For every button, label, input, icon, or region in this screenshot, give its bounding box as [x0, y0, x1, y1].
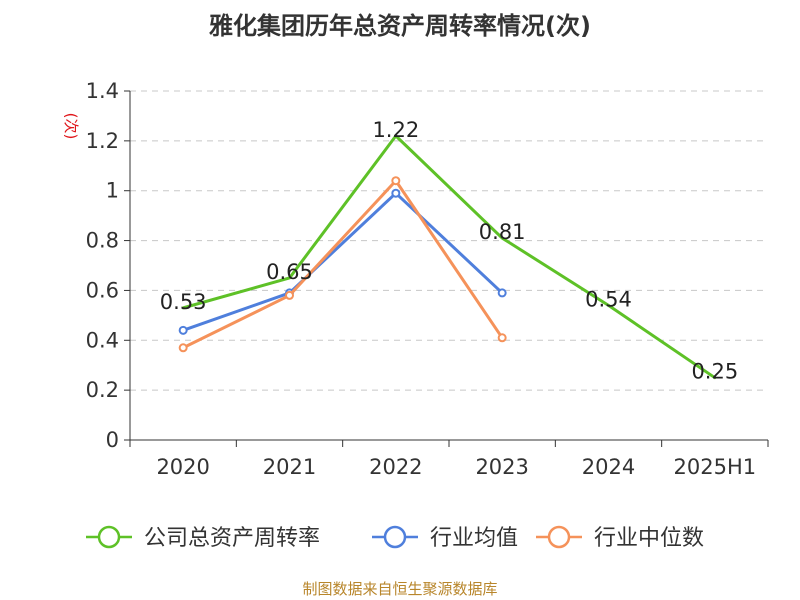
data-label: 0.81 [479, 220, 526, 244]
x-tick-label: 2024 [582, 455, 635, 479]
legend: 公司总资产周转率 行业均值 行业中位数 [86, 525, 704, 551]
data-point [497, 288, 507, 298]
series-line [181, 191, 504, 332]
y-tick-label: 1.4 [86, 79, 119, 103]
data-label: 0.65 [266, 260, 313, 284]
series-lines [178, 134, 717, 380]
y-tick-label: 0.8 [86, 229, 119, 253]
x-tick-label: 2020 [156, 455, 209, 479]
axes [124, 90, 769, 447]
data-point [391, 188, 401, 198]
source-note: 制图数据来自恒生聚源数据库 [302, 580, 497, 598]
legend-swatch-marker [547, 525, 571, 549]
y-tick-label: 1 [106, 179, 119, 203]
data-point [178, 343, 188, 353]
x-tick-label: 2021 [263, 455, 316, 479]
y-axis-label: (次) [62, 113, 80, 140]
data-label: 0.53 [160, 290, 207, 314]
y-tick-label: 0.4 [86, 328, 119, 352]
legend-swatch-marker [97, 525, 121, 549]
x-tick-labels: 2020 2021 2022 2023 2024 2025H1 [156, 455, 756, 479]
gridlines [130, 90, 768, 391]
legend-label: 行业均值 [430, 526, 518, 551]
data-point [285, 290, 294, 300]
legend-label: 公司总资产周转率 [144, 526, 320, 551]
series-line [181, 179, 504, 350]
legend-label: 行业中位数 [594, 526, 704, 551]
legend-swatch-marker [383, 525, 407, 549]
chart-title: 雅化集团历年总资产周转率情况(次) [209, 12, 591, 40]
data-label: 1.22 [372, 118, 419, 142]
series-line [181, 134, 717, 380]
data-point [497, 333, 507, 343]
data-label: 0.25 [691, 360, 738, 384]
y-tick-labels: 0 0.2 0.4 0.6 0.8 1 1.2 1.4 [86, 79, 119, 452]
y-tick-label: 0 [106, 428, 119, 452]
y-tick-label: 1.2 [86, 129, 119, 153]
x-tick-label: 2025H1 [674, 455, 757, 479]
data-labels: 0.53 0.65 1.22 0.81 0.54 0.25 [160, 118, 738, 384]
data-point [391, 176, 401, 186]
data-point [178, 325, 188, 335]
x-tick-label: 2022 [369, 455, 422, 479]
y-tick-label: 0.6 [86, 278, 119, 302]
x-tick-label: 2023 [475, 455, 528, 479]
y-tick-label: 0.2 [86, 378, 119, 402]
data-label: 0.54 [585, 287, 632, 311]
